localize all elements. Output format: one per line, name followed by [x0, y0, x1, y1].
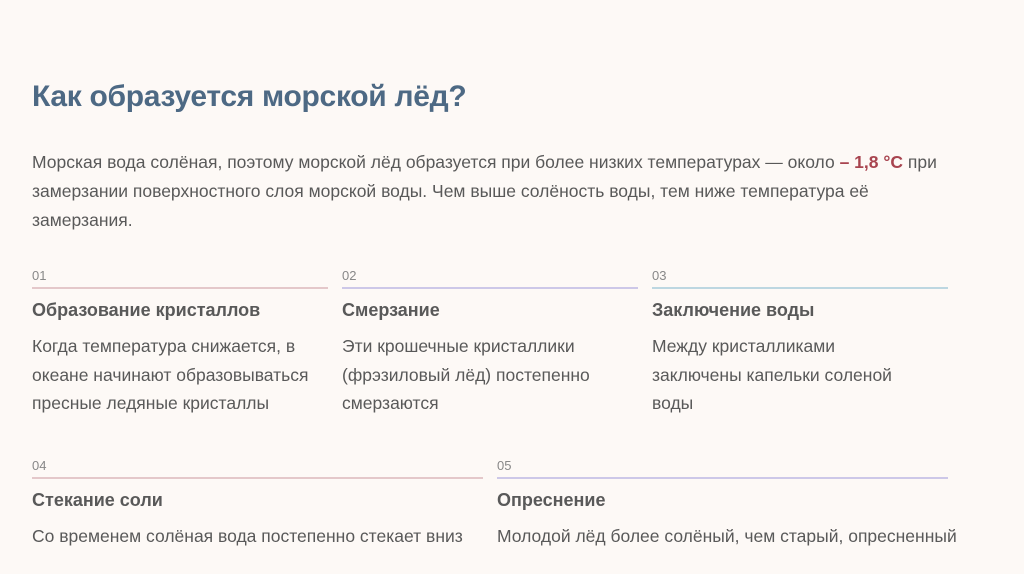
- step-4: 04 Стекание соли Со временем солёная вод…: [32, 459, 483, 551]
- intro-text: Морская вода солёная, поэтому морской лё…: [32, 152, 840, 172]
- step-heading: Смерзание: [342, 300, 440, 320]
- step-1: 01 Образование кристаллов Когда температ…: [32, 269, 328, 418]
- step-5: 05 Опреснение Молодой лёд более солёный,…: [497, 458, 957, 551]
- step-number: 03: [652, 268, 667, 283]
- step-heading: Заключение воды: [652, 300, 815, 320]
- intro-paragraph: Морская вода солёная, поэтому морской лё…: [32, 148, 962, 235]
- step-text: Со временем солёная вода постепенно стек…: [32, 526, 463, 546]
- step-3: 03 Заключение воды Между кристалликами з…: [652, 269, 948, 418]
- step-number: 02: [342, 268, 357, 283]
- step-text: Молодой лёд более солёный, чем старый, о…: [497, 526, 957, 546]
- intro-text-end: при замерзании поверхностного слоя морск…: [32, 152, 937, 230]
- temperature-highlight: – 1,8 °C: [839, 152, 903, 172]
- step-text: Эти крошечные кристаллики (фрэзиловый лё…: [342, 336, 590, 413]
- divider: [497, 477, 948, 479]
- divider: [32, 287, 328, 289]
- divider: [652, 287, 948, 289]
- step-text: Когда температура снижается, в океане на…: [32, 336, 309, 413]
- step-heading: Опреснение: [497, 490, 606, 510]
- page-title: Как образуется морской лёд?: [32, 80, 467, 113]
- divider: [342, 287, 638, 289]
- step-text: Между кристалликами заключены капельки с…: [652, 336, 892, 413]
- step-heading: Образование кристаллов: [32, 300, 261, 320]
- divider: [32, 477, 483, 479]
- step-number: 05: [497, 458, 512, 473]
- step-number: 04: [32, 458, 47, 473]
- step-number: 01: [32, 268, 47, 283]
- step-heading: Стекание соли: [32, 490, 163, 510]
- step-2: 02 Смерзание Эти крошечные кристаллики (…: [342, 269, 638, 418]
